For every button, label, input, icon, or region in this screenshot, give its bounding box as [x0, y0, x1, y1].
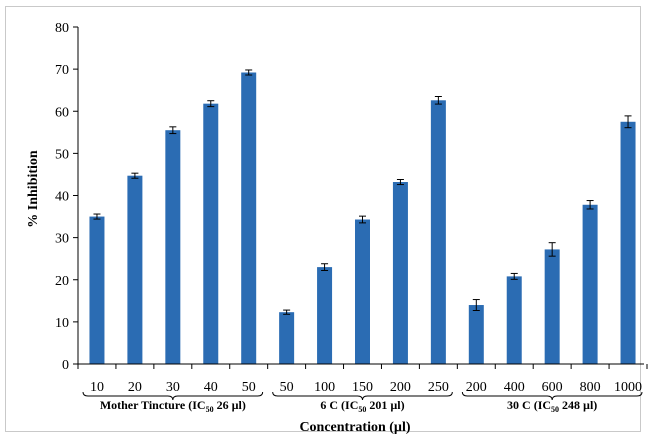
group-label: 30 C (IC50 248 µl) [507, 398, 597, 414]
bar [392, 182, 408, 364]
bar [317, 267, 333, 364]
x-tick-label: 40 [204, 380, 218, 395]
x-tick-label: 800 [580, 380, 601, 395]
bar [279, 312, 295, 364]
group-bracket [461, 391, 643, 401]
group-label: Mother Tincture (IC50 26 µl) [100, 398, 246, 414]
x-axis-label: Concentration (µl) [299, 420, 410, 435]
bar [241, 72, 257, 365]
y-tick-label: 80 [55, 21, 69, 36]
group-bracket [272, 391, 453, 401]
bar [127, 175, 143, 364]
y-tick-label: 70 [55, 63, 69, 78]
x-tick-label: 400 [504, 380, 525, 395]
y-axis: 0 10 20 30 40 50 60 70 80 [55, 21, 79, 373]
x-tick-label: 30 [166, 380, 180, 395]
x-tick-label: 20 [128, 380, 142, 395]
y-axis-label: % Inhibition [26, 150, 41, 228]
x-axis: 10 20 30 40 50 50 100 150 200 250 200 400 600 800 1000 [77, 363, 648, 395]
bar [89, 216, 105, 364]
x-tick-label: 50 [280, 380, 294, 395]
x-tick-label: 100 [314, 380, 335, 395]
bar [468, 305, 484, 364]
error-bars [93, 69, 632, 315]
y-tick-label: 20 [55, 274, 69, 289]
x-tick-label: 50 [242, 380, 256, 395]
bars [89, 72, 636, 365]
bar [582, 204, 598, 364]
x-tick-label: 150 [352, 380, 373, 395]
bar [620, 121, 636, 364]
x-tick-label: 250 [428, 380, 449, 395]
bar [165, 130, 181, 364]
x-tick-label: 1000 [614, 380, 642, 395]
bar [203, 103, 219, 364]
bar [506, 276, 522, 364]
y-tick-label: 50 [55, 147, 69, 162]
y-tick-label: 30 [55, 232, 69, 247]
x-tick-label: 10 [90, 380, 104, 395]
bar [430, 100, 446, 365]
group-labels: Mother Tincture (IC50 26 µl) 6 C (IC50 20… [82, 391, 643, 414]
y-tick-label: 10 [55, 316, 69, 331]
y-tick-label: 40 [55, 190, 69, 205]
x-tick-label: 200 [390, 380, 411, 395]
y-tick-label: 60 [55, 105, 69, 120]
group-bracket [82, 391, 264, 401]
y-tick-label: 0 [62, 358, 69, 373]
x-tick-label: 200 [466, 380, 487, 395]
bar [544, 249, 560, 364]
bar [355, 219, 370, 364]
x-tick-label: 600 [542, 380, 563, 395]
group-label: 6 C (IC50 201 µl) [320, 398, 404, 414]
